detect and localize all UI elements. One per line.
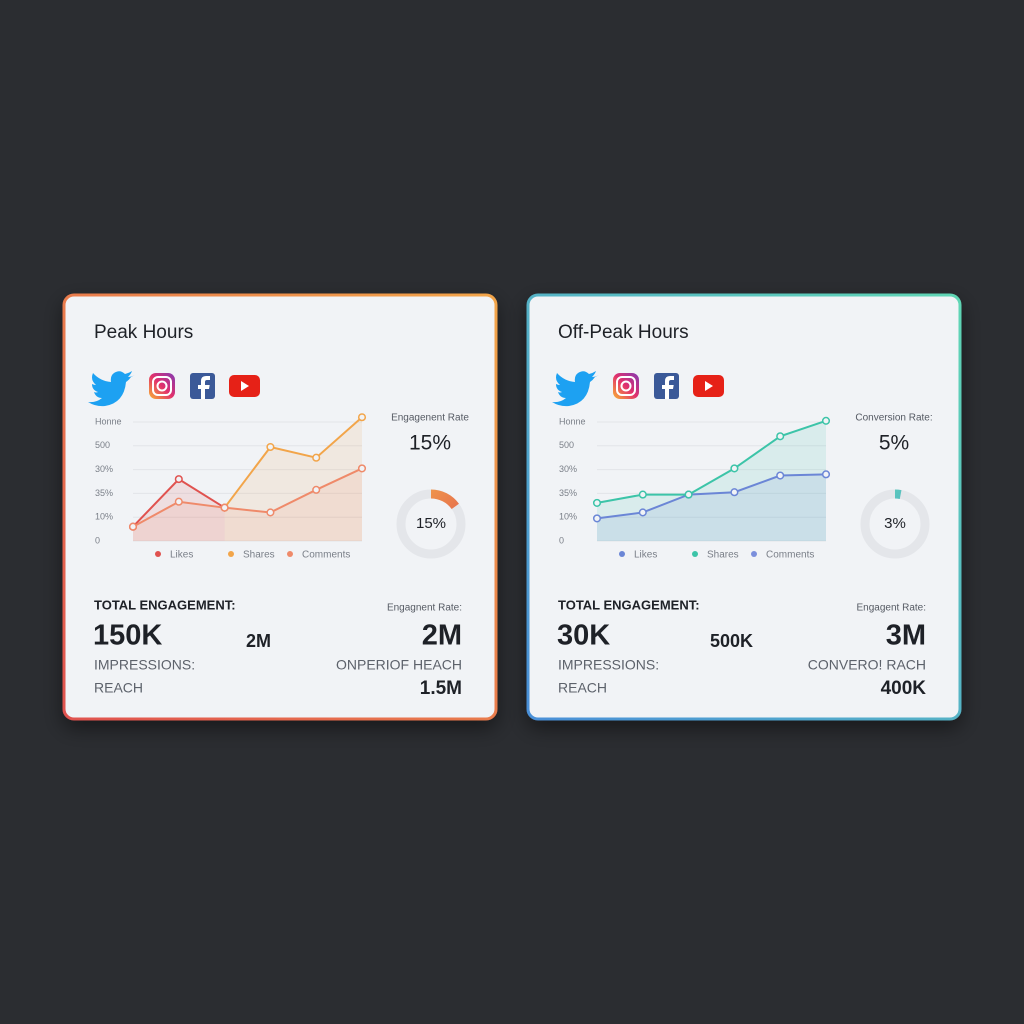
stat-right-sub: CONVERO! RACH bbox=[808, 657, 926, 673]
y-tick-label: 500 bbox=[95, 440, 110, 450]
stat-heading: TOTAL ENGAGEMENT: bbox=[558, 597, 700, 612]
stat-impressions: IMPRESSIONS: bbox=[94, 657, 195, 673]
series-point bbox=[357, 464, 367, 473]
series-point bbox=[357, 413, 367, 422]
instagram-inner bbox=[152, 376, 172, 396]
series-area bbox=[597, 420, 826, 541]
stat-mid: 500K bbox=[710, 631, 753, 651]
series-point bbox=[266, 442, 275, 452]
stat-mid: 2M bbox=[246, 631, 271, 651]
series-point bbox=[776, 471, 785, 480]
series-point bbox=[312, 453, 321, 462]
legend-dot bbox=[692, 551, 698, 557]
series-point bbox=[821, 470, 831, 479]
series-point bbox=[638, 490, 647, 499]
y-tick-label: Honne bbox=[95, 416, 122, 426]
legend-label: Shares bbox=[243, 550, 275, 561]
series-line bbox=[596, 473, 827, 520]
series-line bbox=[132, 467, 363, 528]
series-area bbox=[133, 479, 225, 541]
stat-right-main: 2M bbox=[422, 620, 462, 652]
series-point bbox=[776, 432, 785, 441]
stat-main: 30K bbox=[557, 620, 610, 652]
youtube-play bbox=[241, 381, 249, 391]
facebook-f bbox=[198, 376, 210, 399]
stat-impressions: IMPRESSIONS: bbox=[558, 657, 659, 673]
series-point bbox=[266, 508, 275, 517]
legend-dot bbox=[751, 551, 757, 557]
series-point bbox=[312, 485, 321, 494]
rate-value: 5% bbox=[879, 432, 909, 455]
stat-reach-value: 1.5M bbox=[420, 678, 462, 699]
y-tick-label: 30% bbox=[559, 464, 577, 474]
instagram-lens bbox=[156, 380, 168, 392]
card-title: Off-Peak Hours bbox=[558, 322, 689, 343]
series-point bbox=[730, 488, 739, 497]
legend-label: Likes bbox=[170, 550, 193, 561]
y-tick-label: 10% bbox=[95, 512, 113, 522]
series-area bbox=[597, 474, 826, 541]
instagram-lens bbox=[620, 380, 632, 392]
instagram-inner bbox=[616, 376, 636, 396]
instagram-icon bbox=[613, 373, 639, 399]
series-point bbox=[174, 475, 183, 484]
rate-label: Engagenent Rate bbox=[391, 413, 469, 424]
y-tick-label: 35% bbox=[95, 488, 113, 498]
series-point bbox=[638, 508, 647, 517]
donut-label: 3% bbox=[884, 515, 906, 532]
series-area bbox=[133, 468, 362, 541]
series-point bbox=[684, 490, 693, 499]
youtube-play bbox=[705, 381, 713, 391]
legend-dot bbox=[228, 551, 234, 557]
y-tick-label: 10% bbox=[559, 512, 577, 522]
series-line bbox=[223, 416, 363, 509]
twitter-icon bbox=[552, 371, 599, 407]
legend-dot bbox=[287, 551, 293, 557]
y-tick-label: Honne bbox=[559, 416, 586, 426]
legend-label: Shares bbox=[707, 550, 739, 561]
legend-label: Comments bbox=[302, 550, 350, 561]
stat-heading: TOTAL ENGAGEMENT: bbox=[94, 597, 236, 612]
series-point bbox=[174, 497, 183, 506]
social-icons bbox=[552, 371, 724, 407]
donut-arc bbox=[860, 489, 930, 559]
y-tick-label: 0 bbox=[559, 535, 564, 545]
stat-reach: REACH bbox=[94, 680, 143, 696]
stat-reach-value: 400K bbox=[881, 678, 927, 699]
legend-label: Comments bbox=[766, 550, 814, 561]
legend-dot bbox=[619, 551, 625, 557]
stat-right-label: Engagnent Rate: bbox=[387, 603, 462, 614]
instagram-icon bbox=[149, 373, 175, 399]
series-point bbox=[220, 503, 229, 512]
donut-label: 15% bbox=[416, 515, 446, 532]
legend-dot bbox=[155, 551, 161, 557]
stat-right-main: 3M bbox=[886, 620, 926, 652]
series-line bbox=[596, 419, 827, 504]
twitter-icon bbox=[88, 371, 135, 407]
series-point bbox=[592, 498, 602, 507]
donut-arc bbox=[396, 489, 466, 559]
series-point bbox=[821, 416, 831, 425]
y-tick-label: 35% bbox=[559, 488, 577, 498]
stat-right-sub: ONPERIOF HEACH bbox=[336, 657, 462, 673]
y-tick-label: 30% bbox=[95, 464, 113, 474]
legend-label: Likes bbox=[634, 550, 657, 561]
rate-label: Conversion Rate: bbox=[855, 413, 932, 424]
y-tick-label: 500 bbox=[559, 440, 574, 450]
card bbox=[526, 293, 962, 721]
social-icons bbox=[88, 371, 260, 407]
stat-main: 150K bbox=[93, 620, 162, 652]
facebook-f bbox=[662, 376, 674, 399]
y-tick-label: 0 bbox=[95, 535, 100, 545]
stat-right-label: Engagent Rate: bbox=[857, 603, 927, 614]
card-title: Peak Hours bbox=[94, 322, 193, 343]
series-point bbox=[128, 522, 138, 531]
series-point bbox=[730, 464, 739, 473]
stat-reach: REACH bbox=[558, 680, 607, 696]
series-point bbox=[592, 514, 602, 523]
rate-value: 15% bbox=[409, 432, 451, 455]
